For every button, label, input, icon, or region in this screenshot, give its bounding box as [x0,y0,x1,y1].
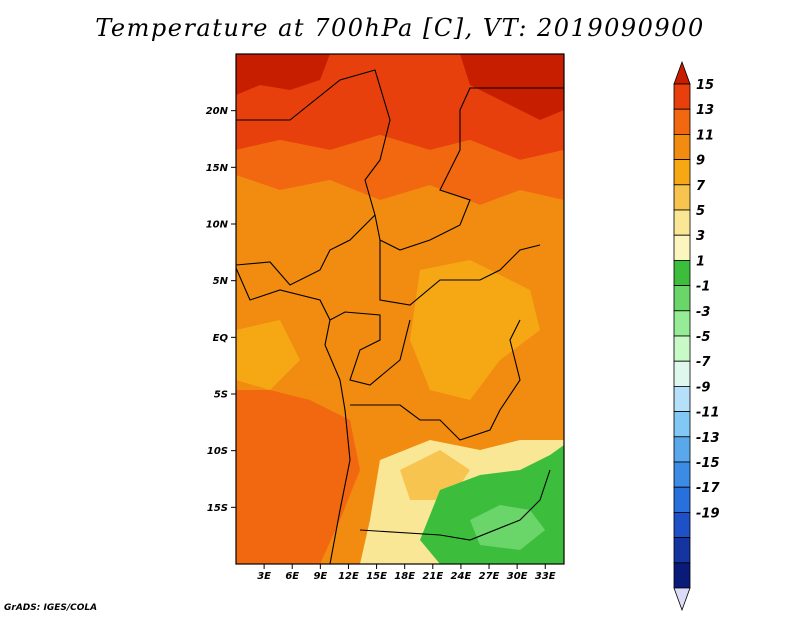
field-11-southwest [236,390,360,564]
colorbar-min-arrow [673,587,691,612]
colorbar-segment [673,108,691,135]
colorbar-segment [673,562,691,589]
lon-tick-label: 12E [338,571,359,582]
colorbar-level-label: -15 [696,456,720,471]
lat-tick-label: EQ [213,333,229,344]
lon-tick-label: 18E [394,571,415,582]
colorbar-level-label: 3 [696,229,705,244]
colorbar-segment [673,411,691,438]
colorbar-segment [673,209,691,236]
colorbar-segment [673,133,691,160]
lon-tick-label: 3E [257,571,271,582]
lat-tick-label: 15N [206,163,229,174]
colorbar-level-label: -7 [696,355,711,370]
lat-tick-label: 20N [206,106,229,117]
colorbar-level-label: -11 [696,406,720,421]
lat-tick-label: 10N [206,220,229,231]
map-frame [235,53,565,565]
map-title: Temperature at 700hPa [C], VT: 201909090… [95,14,705,42]
colorbar-max-arrow [673,60,691,85]
lat-tick-label: 10S [207,446,228,457]
field-11-north [236,135,564,205]
colorbar-level-label: -9 [696,380,710,395]
colorbar-level-label: 15 [696,78,714,93]
lon-tick-label: 21E [422,571,443,582]
colorbar-level-label: -19 [696,506,720,521]
border-drc-east [350,319,521,441]
colorbar-level-label: -5 [696,330,710,345]
temperature-field [236,54,564,564]
lon-tick-label: 24E [451,571,472,582]
latitude-axis: 20N 15N 10N 5N EQ 5S 10S 15S [206,106,236,514]
field-15-east [460,54,564,120]
colorbar-segment [673,83,691,110]
coastline-west [236,267,351,564]
colorbar-level-label: 1 [696,254,705,269]
colorbar-segment [673,285,691,312]
colorbar-segment [673,310,691,337]
colorbar-labels: 15 13 11 9 7 5 3 1 -1 -3 -5 -7 -9 -11 -13 -15 -17 -19 [696,78,720,521]
colorbar-level-label: -13 [696,431,720,446]
field-7-coast [236,320,300,390]
colorbar-segment [673,461,691,488]
field-minus1-green [470,505,545,550]
lat-tick-label: 5S [214,390,228,401]
colorbar-level-label: 9 [696,154,705,169]
colorbar-segment [673,512,691,539]
colorbar-level-label: 7 [696,179,706,194]
lon-tick-label: 15E [366,571,387,582]
colorbar-segment [673,537,691,564]
colorbar-level-label: -3 [696,305,710,320]
field-7-congo [410,260,540,400]
colorbar-segment [673,184,691,211]
colorbar-level-label: -17 [696,481,720,496]
grads-credit: GrADS: IGES/COLA [4,603,98,613]
colorbar-segment [673,385,691,412]
country-borders [236,69,564,564]
colorbar [673,60,691,612]
colorbar-segment [673,436,691,463]
lat-tick-label: 15S [207,503,228,514]
colorbar-level-label: -1 [696,280,710,295]
longitude-axis: 3E 6E 9E 12E 15E 18E 21E 24E 27E 30E 33E [257,564,556,582]
colorbar-segment [673,486,691,513]
lon-tick-label: 9E [313,571,327,582]
lat-tick-label: 5N [213,276,229,287]
border-nigeria [236,214,376,286]
field-15-west [236,54,330,95]
lon-tick-label: 30E [507,571,528,582]
colorbar-segment [673,335,691,362]
colorbar-level-label: 13 [696,103,714,118]
border-congo [329,311,411,386]
colorbar-segment [673,259,691,286]
colorbar-level-label: 11 [696,128,714,143]
lon-tick-label: 6E [285,571,299,582]
lon-tick-label: 33E [535,571,556,582]
border-angola-zambia [359,469,551,541]
border-chad-sudan [379,87,564,251]
colorbar-segment [673,234,691,261]
colorbar-level-label: 5 [696,204,705,219]
lon-tick-label: 27E [479,571,500,582]
colorbar-segment [673,159,691,186]
colorbar-segment [673,360,691,387]
border-car [379,240,541,306]
border-niger-chad [236,69,391,241]
